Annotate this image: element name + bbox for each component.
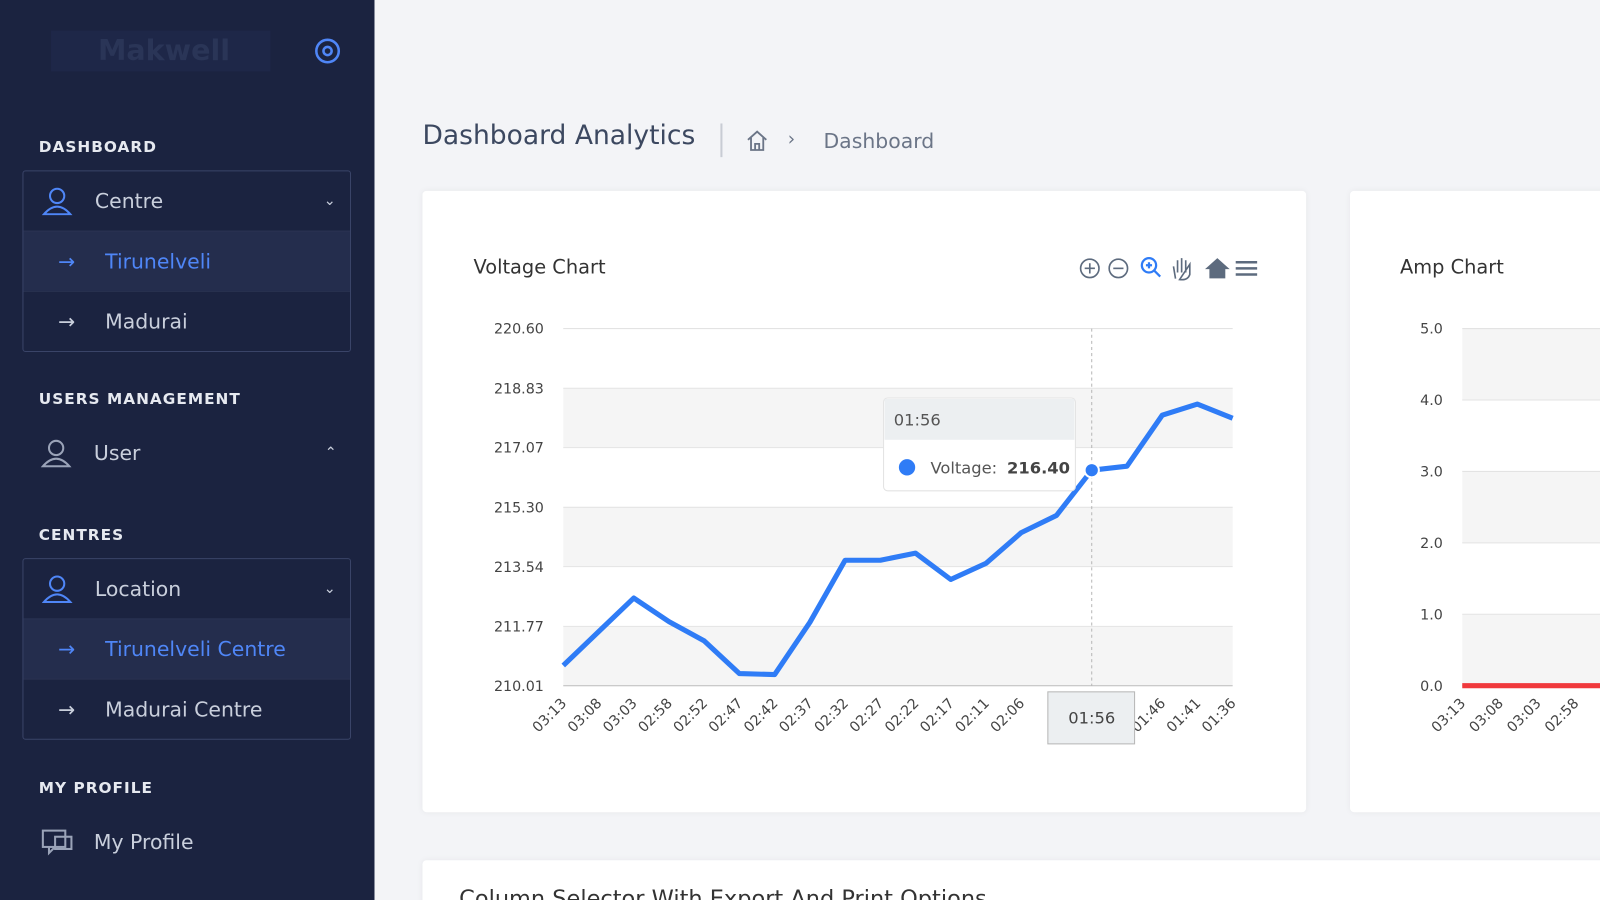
divider — [720, 123, 723, 158]
y-tick-label: 4.0 — [1420, 393, 1443, 409]
x-tick-label: 02:17 — [917, 696, 957, 736]
x-tick-label: 03:03 — [600, 696, 640, 736]
y-tick-label: 217.07 — [494, 441, 544, 457]
tooltip-value: 216.40 — [1007, 458, 1070, 477]
x-tick-label: 02:52 — [671, 696, 711, 736]
menu-item[interactable]: User ⌃ — [22, 423, 351, 482]
zoom-in-button[interactable] — [1079, 258, 1100, 279]
x-tick-label: 03:13 — [1429, 696, 1469, 736]
brand[interactable]: Makwell — [51, 30, 271, 72]
tooltip-marker — [898, 459, 916, 476]
submenu-item[interactable]: → Madurai — [23, 290, 351, 351]
data-line — [561, 401, 1234, 678]
hover-marker — [1083, 462, 1100, 479]
menu-label: User — [93, 440, 141, 466]
menu-button[interactable] — [1235, 261, 1258, 276]
card-title: Column Selector With Export And Print Op… — [459, 886, 987, 900]
y-tick-label: 213.54 — [494, 560, 544, 576]
chart: Voltage Chart 210.01 211.77 213.54 215.30 217… — [473, 255, 1258, 745]
y-tick-label: 1.0 — [1420, 607, 1443, 623]
submenu-item[interactable]: → Tirunelveli — [23, 230, 351, 291]
x-tick-label: 02:37 — [776, 696, 816, 736]
tooltip-header — [884, 398, 1075, 440]
submenu-label: Tirunelveli — [105, 248, 212, 274]
x-tick-label: 02:58 — [635, 696, 675, 736]
reset-button[interactable] — [1205, 258, 1230, 279]
menu-label: Centre — [94, 188, 164, 214]
chart-title: Voltage Chart — [473, 255, 605, 278]
grid-band — [1462, 328, 1600, 401]
submenu-label: Madurai — [105, 309, 188, 334]
menu-item[interactable]: My Profile — [22, 812, 351, 871]
y-tick-label: 220.60 — [494, 322, 544, 338]
pan-button[interactable] — [1172, 258, 1191, 281]
page-title: Dashboard Analytics — [422, 120, 696, 152]
tooltip-label: Voltage: — [931, 458, 998, 477]
section-title: USERS MANAGEMENT — [38, 389, 241, 409]
section-title: MY PROFILE — [38, 778, 154, 797]
menu-group: Location ⌄ → Tirunelveli Centre → Madurai C… — [22, 558, 352, 740]
x-tick-label: 03:03 — [1504, 696, 1544, 736]
grid-band — [1462, 471, 1600, 543]
x-tick-label: 02:11 — [953, 696, 993, 736]
x-tick-label: 01:36 — [1199, 696, 1239, 736]
chart-title: Amp Chart — [1400, 255, 1504, 278]
submenu-label: Tirunelveli Centre — [105, 636, 286, 662]
x-crosshair-label-box — [1047, 691, 1136, 745]
y-tick-label: 218.83 — [494, 381, 544, 397]
x-tick-label: 02:58 — [1542, 696, 1582, 736]
y-tick-label: 3.0 — [1420, 465, 1443, 481]
y-tick-label: 5.0 — [1420, 322, 1443, 338]
breadcrumb[interactable]: Dashboard — [823, 128, 935, 154]
x-tick-label: 02:06 — [988, 696, 1028, 736]
y-tick-label: 210.01 — [494, 679, 544, 695]
chart-toolbar — [1079, 257, 1258, 281]
submenu-label: Madurai Centre — [105, 696, 263, 722]
menu-item[interactable]: Centre ⌄ — [23, 171, 350, 230]
breadcrumb-separator: › — [787, 128, 796, 151]
y-tick-label: 215.30 — [494, 500, 544, 516]
chart-card: Voltage Chart 210.01 211.77 213.54 215.30 217… — [422, 190, 1307, 813]
grid-band — [1462, 614, 1600, 686]
submenu-item[interactable]: → Tirunelveli Centre — [23, 618, 351, 679]
toggle-icon[interactable] — [313, 37, 342, 66]
x-tick-label: 02:27 — [847, 696, 887, 736]
section-title: DASHBOARD — [38, 137, 157, 157]
page-header: Dashboard Analytics — [422, 120, 695, 161]
menu-group: Centre ⌄ → Tirunelveli → Madurai — [22, 170, 352, 353]
grid-band — [563, 626, 1233, 686]
y-tick-label: 211.77 — [494, 619, 544, 635]
menu-label: My Profile — [93, 829, 194, 855]
menu-item[interactable]: Location ⌄ — [23, 559, 350, 618]
x-tick-label: 03:08 — [565, 696, 605, 736]
x-tick-label: 02:32 — [812, 696, 852, 736]
table-card: Column Selector With Export And Print Op… — [422, 860, 1600, 900]
x-tick-label: 03:08 — [1467, 696, 1507, 736]
x-crosshair-label: 01:56 — [1068, 708, 1115, 727]
y-tick-label: 2.0 — [1420, 536, 1443, 552]
x-tick-label: 03:13 — [530, 696, 570, 736]
x-tick-label: 01:41 — [1164, 696, 1204, 736]
chart: Amp Chart 0.0 1.0 2.0 3.0 4.0 5.0 03:1303:0803:… — [1400, 255, 1600, 736]
x-tick-label: 02:22 — [882, 696, 922, 736]
chart-card: Amp Chart 0.0 1.0 2.0 3.0 4.0 5.0 03:13 03:08 03:… — [1350, 190, 1600, 813]
zoom-out-button[interactable] — [1108, 258, 1129, 279]
tooltip-title: 01:56 — [894, 411, 941, 430]
home-icon[interactable] — [745, 129, 769, 153]
submenu-item[interactable]: → Madurai Centre — [23, 678, 351, 739]
x-tick-label: 02:42 — [741, 696, 781, 736]
y-tick-label: 0.0 — [1420, 679, 1443, 695]
x-tick-label: 02:47 — [706, 696, 746, 736]
section-title: CENTRES — [38, 525, 125, 544]
selection-zoom-button[interactable] — [1140, 257, 1161, 278]
menu-label: Location — [94, 576, 182, 602]
sidebar: Makwell DASHBOARD Centre ⌄ → Tirunelveli →… — [0, 0, 375, 900]
